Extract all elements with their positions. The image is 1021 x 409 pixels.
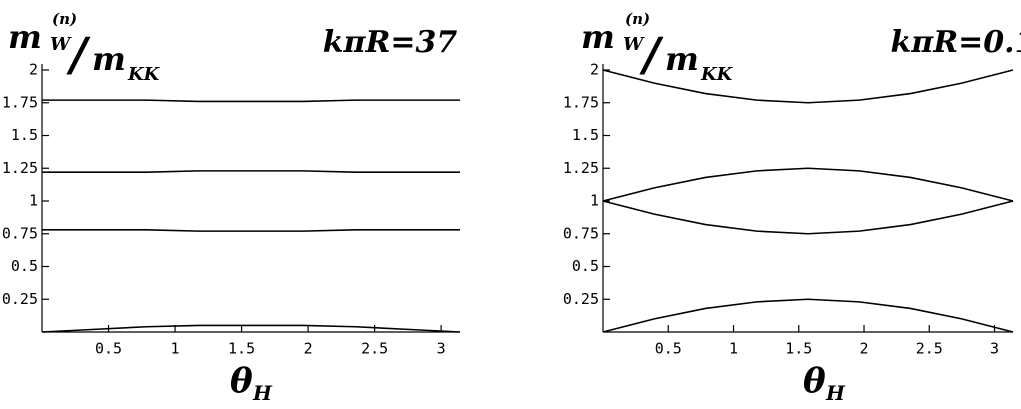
curve <box>42 170 460 173</box>
y-tick-label: 1 <box>590 192 599 210</box>
x-tick-label: 2.5 <box>361 340 388 358</box>
y-tick-label: 0.75 <box>2 224 38 242</box>
y-label-sub: W <box>50 34 72 55</box>
x-tick-label: 0.5 <box>95 340 122 358</box>
x-tick-label: 2 <box>304 340 313 358</box>
curve <box>41 324 461 333</box>
x-tick-label: 2 <box>859 340 868 358</box>
x-label: θ <box>803 361 826 401</box>
x-tick-label: 2.5 <box>916 340 943 358</box>
y-tick-label: 0.5 <box>11 257 38 275</box>
curve <box>42 229 460 232</box>
y-tick-label: 1.25 <box>563 159 599 177</box>
y-label-slash: / <box>639 27 664 81</box>
y-tick-label: 1 <box>29 192 38 210</box>
x-tick-label: 1.5 <box>785 340 812 358</box>
y-label-m: m <box>92 40 126 78</box>
y-label-m: m <box>8 18 42 56</box>
curve <box>602 69 1014 104</box>
chart-title: kπR=0.1 <box>890 25 1021 60</box>
y-label-sub: KK <box>127 64 161 85</box>
y-tick-label: 1.75 <box>563 93 599 111</box>
y-tick-label: 1.5 <box>572 126 599 144</box>
y-tick-label: 1.75 <box>2 93 38 111</box>
x-tick-label: 0.5 <box>655 340 682 358</box>
y-label-m: m <box>581 18 615 56</box>
x-tick-label: 1.5 <box>228 340 255 358</box>
curve <box>42 99 460 103</box>
curve <box>602 167 1014 202</box>
y-tick-label: 0.75 <box>563 224 599 242</box>
curve <box>602 200 1014 235</box>
y-label-sub: KK <box>700 64 734 85</box>
y-tick-label: 2 <box>590 61 599 79</box>
y-tick-label: 2 <box>29 61 38 79</box>
y-tick-label: 0.25 <box>563 290 599 308</box>
curve <box>602 298 1014 333</box>
y-label-sup: (n) <box>625 10 650 28</box>
x-label-sub: H <box>252 381 273 405</box>
y-label-slash: / <box>66 27 91 81</box>
x-tick-label: 3 <box>437 340 446 358</box>
y-label-sup: (n) <box>52 10 77 28</box>
y-tick-label: 0.5 <box>572 257 599 275</box>
y-tick-label: 1.5 <box>11 126 38 144</box>
x-tick-label: 3 <box>990 340 999 358</box>
chart-title: kπR=37 <box>323 25 458 60</box>
y-label-sub: W <box>623 34 645 55</box>
x-tick-label: 1 <box>729 340 738 358</box>
y-tick-label: 1.25 <box>2 159 38 177</box>
x-label: θ <box>230 361 253 401</box>
y-tick-label: 0.25 <box>2 290 38 308</box>
y-label-m: m <box>665 40 699 78</box>
x-label-sub: H <box>825 381 846 405</box>
x-tick-label: 1 <box>171 340 180 358</box>
